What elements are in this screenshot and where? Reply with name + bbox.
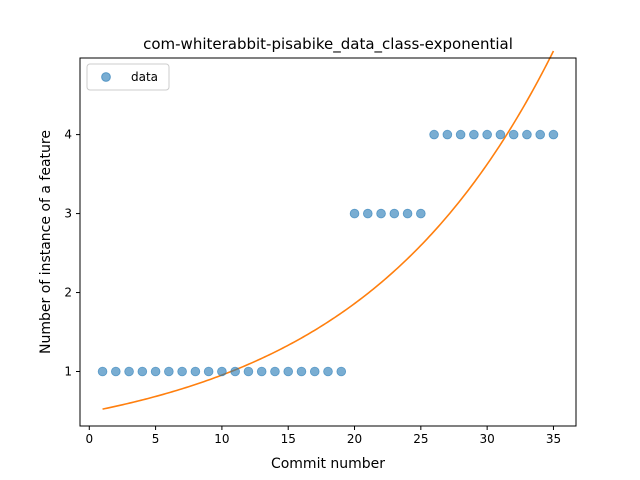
- data-point: [230, 366, 240, 377]
- data-point: [177, 366, 187, 377]
- data-point: [150, 366, 161, 377]
- data-point: [362, 208, 373, 219]
- y-tick-label: 2: [64, 286, 72, 300]
- data-point: [482, 129, 492, 140]
- fit-line: [102, 50, 555, 410]
- data-point: [97, 366, 108, 377]
- x-tick-label: 15: [281, 432, 296, 446]
- data-point: [548, 129, 559, 140]
- data-point: [296, 366, 307, 377]
- x-axis-label: Commit number: [271, 456, 385, 472]
- data-point: [336, 366, 347, 377]
- data-point: [376, 208, 386, 219]
- x-tick-label: 35: [546, 432, 561, 446]
- y-tick-label: 1: [64, 365, 72, 379]
- data-point: [203, 366, 214, 377]
- data-point: [442, 129, 453, 140]
- data-point: [429, 129, 439, 140]
- legend: data: [86, 63, 170, 91]
- legend-label: data: [131, 70, 158, 84]
- data-point: [217, 366, 227, 377]
- data-point: [535, 129, 545, 140]
- x-tick-label: 20: [347, 432, 362, 446]
- y-axis-label: Number of instance of a feature: [38, 130, 54, 354]
- x-tick-label: 25: [413, 432, 428, 446]
- data-point: [495, 129, 506, 140]
- data-point: [164, 366, 174, 377]
- data-point: [323, 366, 333, 377]
- x-tick-label: 5: [152, 432, 160, 446]
- data-point: [349, 208, 360, 219]
- data-point: [455, 129, 466, 140]
- data-point: [469, 129, 479, 140]
- data-point: [389, 208, 400, 219]
- data-point: [124, 366, 134, 377]
- data-point: [111, 366, 121, 377]
- data-point: [137, 366, 148, 377]
- x-axis: 0 5 10 15 20 25 30 35: [85, 426, 561, 446]
- data-point: [256, 366, 267, 377]
- data-point: [309, 366, 320, 377]
- x-tick-label: 10: [214, 432, 229, 446]
- data-point: [416, 208, 426, 219]
- legend-box: [86, 63, 170, 91]
- x-tick-label: 30: [480, 432, 495, 446]
- axes-frame: [79, 57, 577, 427]
- legend-marker: [101, 72, 111, 82]
- data-point: [522, 129, 532, 140]
- y-tick-label: 3: [64, 207, 72, 221]
- y-tick-label: 4: [64, 128, 72, 142]
- data-point: [508, 129, 519, 140]
- x-tick-label: 0: [85, 432, 93, 446]
- data-point: [270, 366, 280, 377]
- data-point: [283, 366, 294, 377]
- plot-area: [97, 50, 559, 410]
- data-point: [243, 366, 254, 377]
- chart-title: com-whiterabbit-pisabike_data_class-expo…: [143, 35, 513, 54]
- data-point: [402, 208, 413, 219]
- data-point: [190, 366, 201, 377]
- y-axis: 1 2 3 4: [64, 128, 80, 379]
